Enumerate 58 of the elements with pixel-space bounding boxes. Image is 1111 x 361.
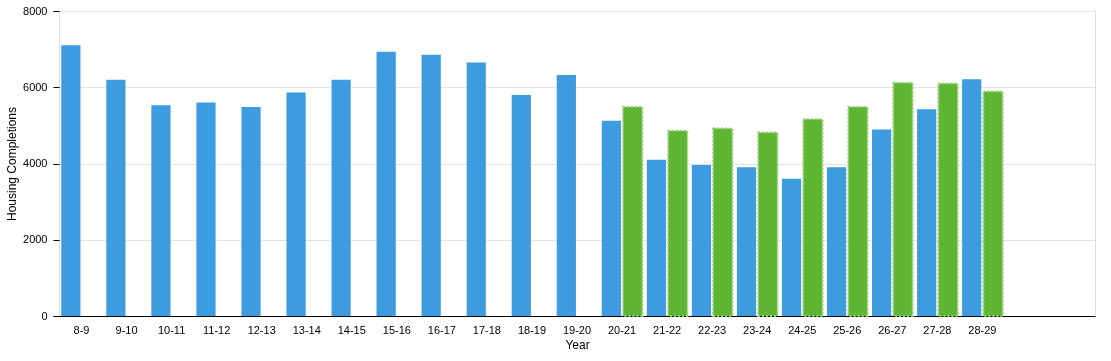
bar <box>802 118 824 317</box>
bar <box>847 106 869 317</box>
x-axis-title: Year <box>565 337 590 352</box>
bar <box>151 105 171 316</box>
y-tick-label: 0 <box>41 309 48 322</box>
bar <box>466 62 486 316</box>
bar <box>691 165 712 316</box>
bar <box>421 54 441 316</box>
bar <box>106 79 126 316</box>
bar <box>826 167 847 316</box>
bar <box>376 51 396 316</box>
x-tick-label: 17-18 <box>472 323 501 336</box>
x-tick-label: 8-9 <box>73 323 90 336</box>
bar <box>622 106 644 317</box>
y-axis-title: Housing Completions <box>5 106 20 222</box>
x-tick-label: 11-12 <box>202 323 231 336</box>
x-tick-label: 9-10 <box>115 323 138 336</box>
bar <box>61 45 81 316</box>
x-tick-label: 21-22 <box>653 323 682 336</box>
bar <box>757 131 779 317</box>
bar <box>917 109 937 316</box>
bar <box>982 90 1004 317</box>
bar <box>556 75 576 316</box>
y-tick-label: 2000 <box>23 233 48 246</box>
x-tick-label: 25-26 <box>833 323 862 336</box>
bar <box>962 79 982 316</box>
bar <box>646 159 667 316</box>
y-tick-label: 4000 <box>23 157 48 169</box>
bar <box>937 82 959 317</box>
bar <box>511 94 531 316</box>
bar <box>601 120 621 316</box>
bar <box>872 129 892 316</box>
x-tick-label: 27-28 <box>923 323 952 336</box>
y-tick-label: 8000 <box>23 4 48 17</box>
x-tick-label: 18-19 <box>517 323 547 336</box>
x-tick-label: 13-14 <box>292 323 321 336</box>
bar <box>241 107 261 316</box>
bar <box>286 92 306 316</box>
x-tick-label: 23-24 <box>743 323 772 336</box>
bar <box>331 79 351 316</box>
x-tick-label: 12-13 <box>247 323 276 336</box>
bar <box>712 127 734 317</box>
x-tick-label: 22-23 <box>698 323 727 336</box>
x-tick-label: 20-21 <box>607 323 637 336</box>
bar <box>781 178 802 316</box>
bar <box>196 102 216 316</box>
x-tick-label: 16-17 <box>427 323 456 336</box>
x-tick-label: 24-25 <box>788 323 817 336</box>
x-tick-label: 26-27 <box>878 323 907 336</box>
x-tick-label: 10-11 <box>157 323 186 336</box>
x-tick-label: 14-15 <box>337 323 366 336</box>
bar <box>667 129 689 317</box>
bar <box>736 167 757 316</box>
bar <box>892 81 914 317</box>
x-tick-label: 15-16 <box>382 323 411 336</box>
y-tick-label: 6000 <box>23 80 48 93</box>
x-tick-label: 28-29 <box>968 323 997 336</box>
x-tick-label: 19-20 <box>562 323 592 336</box>
